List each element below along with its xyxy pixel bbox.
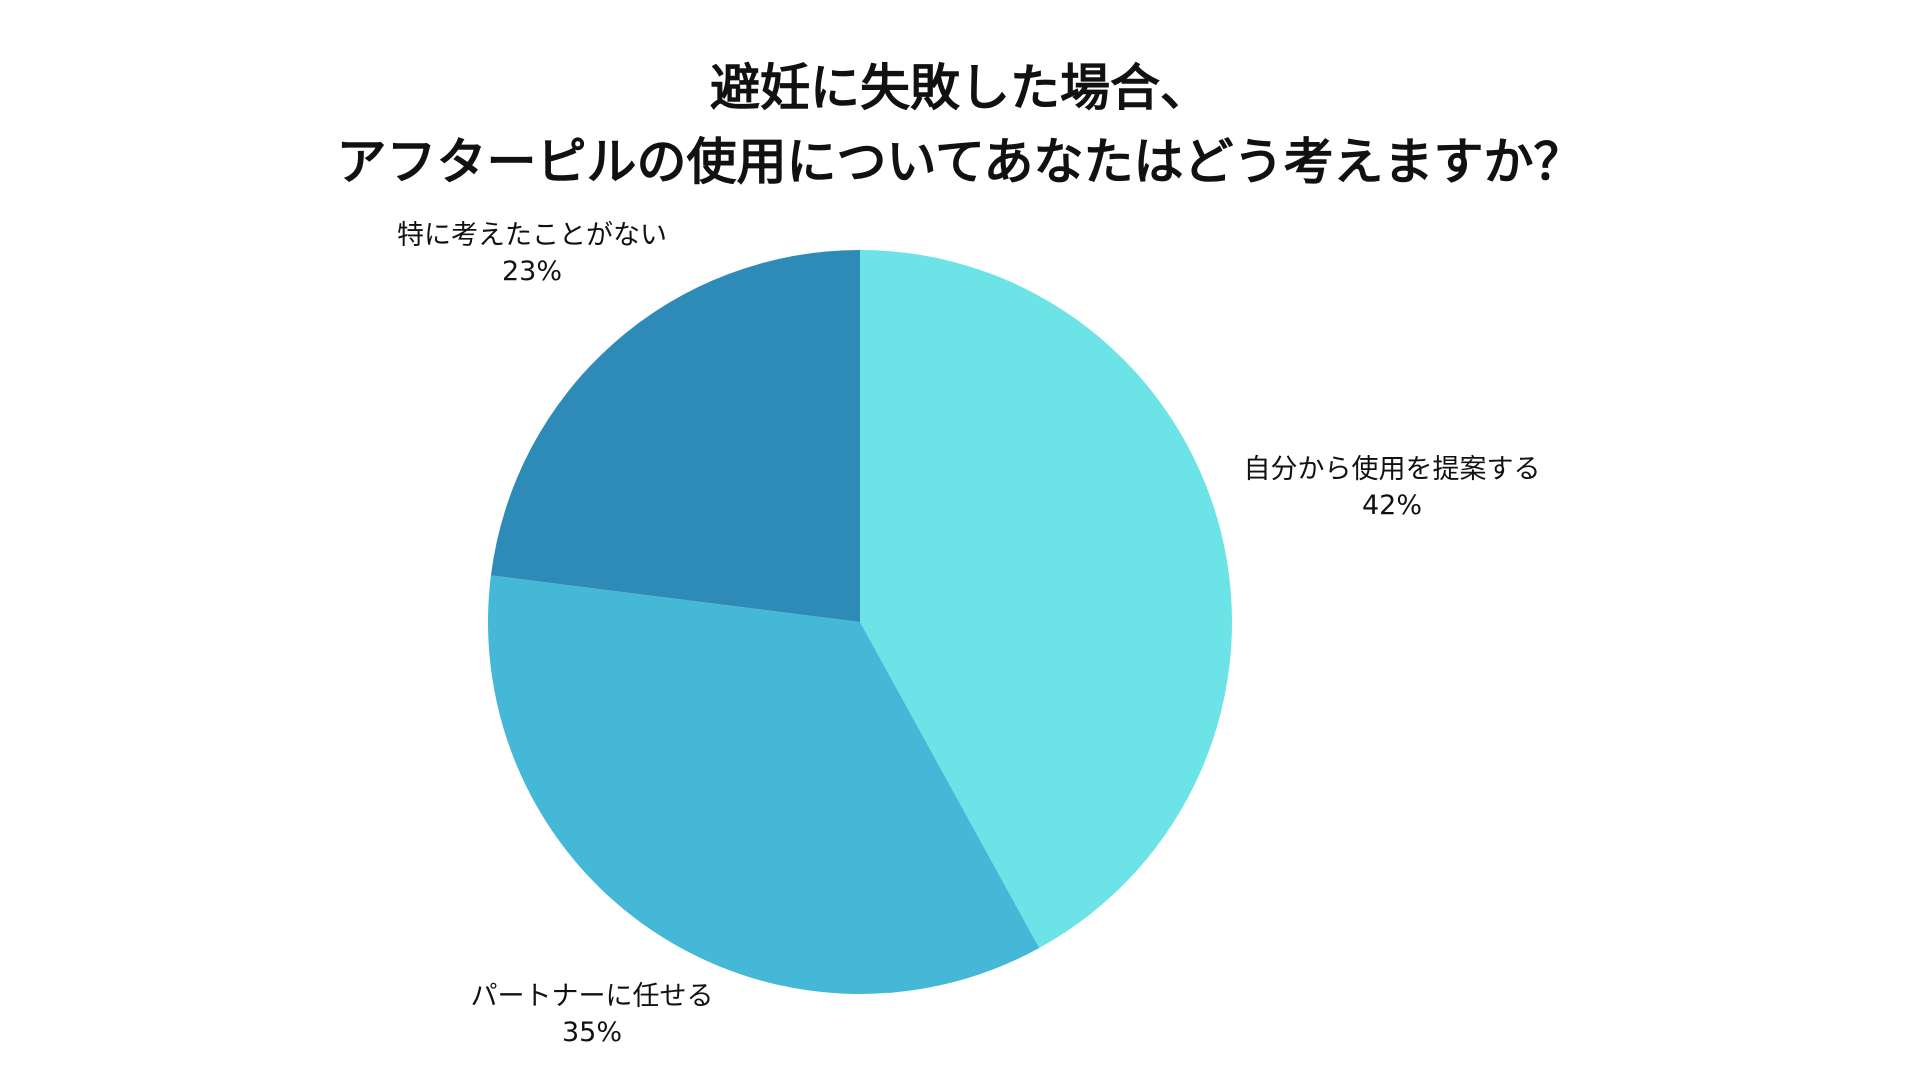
pie-slice-1 [860,250,1233,948]
pie-slice-2 [487,575,1040,995]
slice-label-2: パートナーに任せる [471,981,714,1012]
chart-title-line-2: アフターピルの使用についてあなたはどう考えますか？ [336,133,1584,191]
slice-label-1: 自分から使用を提案する [1244,454,1541,485]
slice-value-1: 42% [1362,490,1422,521]
pie-slice-3 [490,250,860,622]
slice-value-3: 23% [502,256,562,287]
slice-label-3: 特に考えたことがない [397,220,667,251]
chart-title-line-1: 避妊に失敗した場合、 [710,59,1210,117]
slice-value-2: 35% [562,1017,622,1048]
